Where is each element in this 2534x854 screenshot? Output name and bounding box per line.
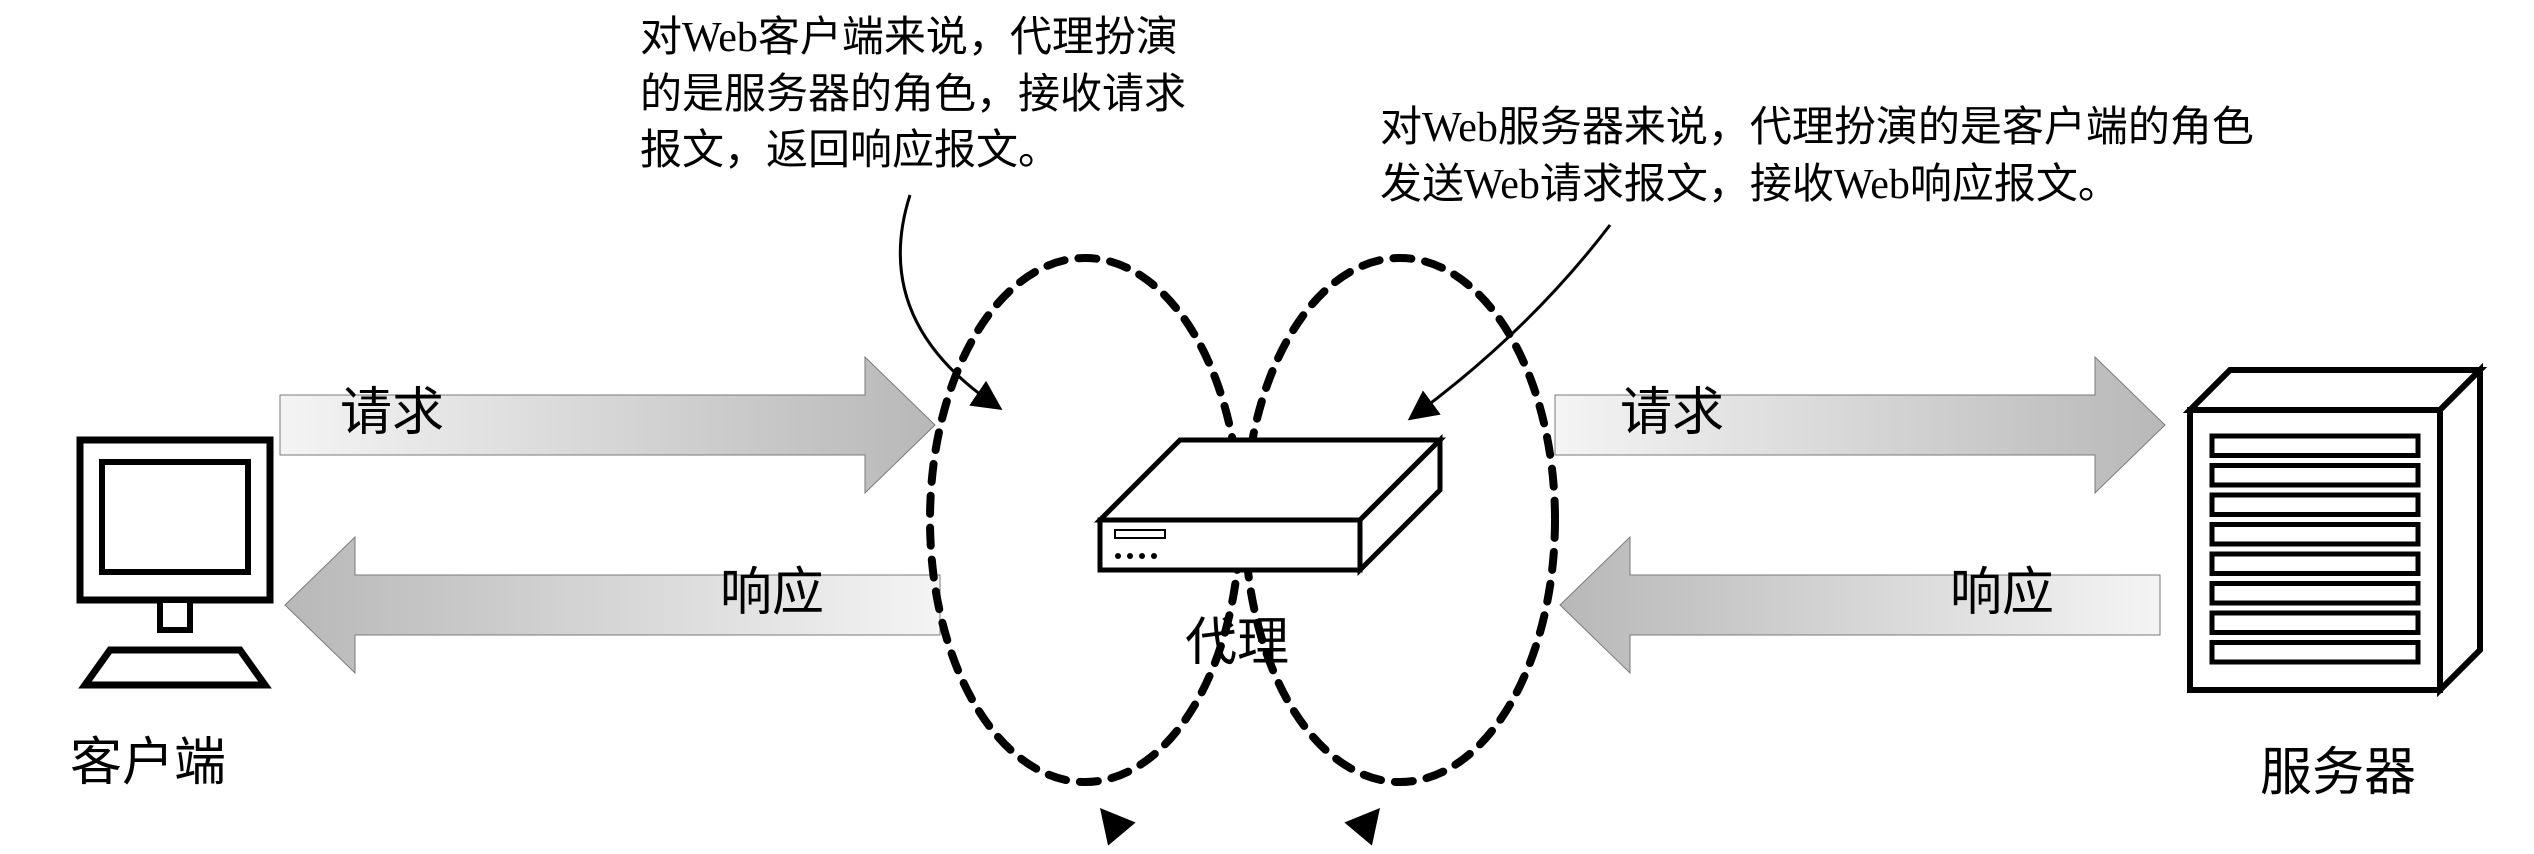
annotation-left: 对Web客户端来说，代理扮演 的是服务器的角色，接收请求 报文，返回响应报文。 [640,10,1186,180]
label-client: 客户端 [70,720,226,795]
label-right-response: 响应 [1950,550,2054,625]
server-icon [2190,370,2480,690]
label-proxy: 代理 [1185,600,1289,675]
proxy-icon [1100,440,1440,570]
client-icon [80,440,270,685]
label-server: 服务器 [2260,730,2416,805]
diagram-stage: 对Web客户端来说，代理扮演 的是服务器的角色，接收请求 报文，返回响应报文。 … [0,0,2534,854]
label-left-request: 请求 [340,370,444,445]
annotation-right: 对Web服务器来说，代理扮演的是客户端的角色 发送Web请求报文，接收Web响应… [1380,100,2254,213]
annotation-pointers-group [900,195,1610,415]
label-right-request: 请求 [1620,370,1724,445]
label-left-response: 响应 [720,550,824,625]
